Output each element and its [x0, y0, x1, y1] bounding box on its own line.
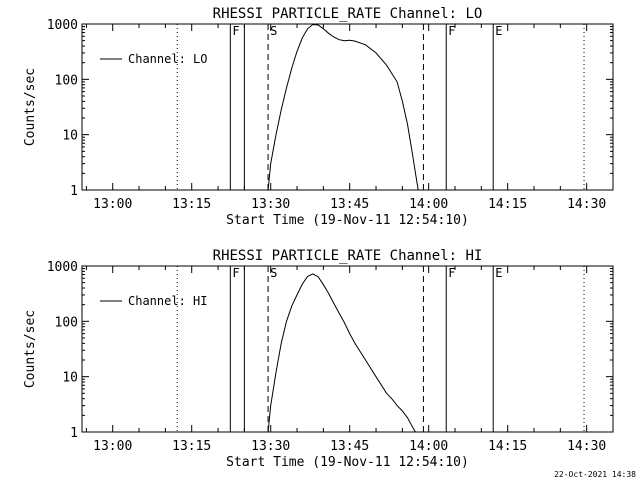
x-tick-label: 13:00: [93, 197, 132, 212]
x-tick-label: 14:00: [409, 439, 448, 454]
x-tick-label: 13:45: [330, 197, 369, 212]
x-tick-label: 13:45: [330, 439, 369, 454]
y-tick-label: 1000: [47, 18, 78, 33]
event-marker-label: S: [270, 24, 277, 38]
x-tick-label: 13:30: [251, 197, 290, 212]
y-tick-label: 1: [70, 426, 78, 441]
series-line: [267, 273, 416, 433]
event-marker-label: S: [270, 266, 277, 280]
y-tick-label: 100: [55, 73, 78, 88]
plot-frame: [81, 23, 614, 191]
x-tick-label: 14:30: [567, 439, 606, 454]
y-tick-label: 10: [62, 129, 78, 144]
y-tick-label: 100: [55, 315, 78, 330]
x-axis-label: Start Time (19-Nov-11 12:54:10): [226, 455, 469, 470]
chart-title: RHESSI PARTICLE_RATE Channel: HI: [213, 248, 483, 264]
chart-title: RHESSI PARTICLE_RATE Channel: LO: [213, 6, 483, 22]
date-stamp: 22-Oct-2021 14:38: [554, 470, 636, 479]
y-tick-label: 1000: [47, 260, 78, 275]
y-axis-label: Counts/sec: [23, 310, 38, 388]
x-tick-label: 14:15: [488, 439, 527, 454]
series-line: [267, 23, 419, 191]
x-tick-label: 14:00: [409, 197, 448, 212]
x-tick-label: 14:15: [488, 197, 527, 212]
y-tick-label: 1: [70, 184, 78, 199]
event-marker-label: F: [232, 266, 239, 280]
legend-label: Channel: HI: [128, 294, 207, 308]
chart-panel-hi: RHESSI PARTICLE_RATE Channel: HI 1 10 100 10…: [23, 248, 614, 470]
plot-frame: [81, 265, 614, 433]
x-tick-label: 13:15: [172, 439, 211, 454]
event-marker-label: F: [232, 24, 239, 38]
x-tick-label: 13:15: [172, 197, 211, 212]
event-marker-label: E: [495, 266, 502, 280]
x-tick-label: 14:30: [567, 197, 606, 212]
x-tick-label: 13:30: [251, 439, 290, 454]
y-axis-label: Counts/sec: [23, 68, 38, 146]
x-axis-label: Start Time (19-Nov-11 12:54:10): [226, 213, 469, 228]
legend-label: Channel: LO: [128, 52, 207, 66]
x-tick-label: 13:00: [93, 439, 132, 454]
event-marker-label: E: [495, 24, 502, 38]
y-tick-label: 10: [62, 371, 78, 386]
chart-panel-lo: RHESSI PARTICLE_RATE Channel: LO 1 10 100 10…: [23, 6, 614, 228]
event-marker-label: F: [448, 266, 455, 280]
event-marker-label: F: [448, 24, 455, 38]
